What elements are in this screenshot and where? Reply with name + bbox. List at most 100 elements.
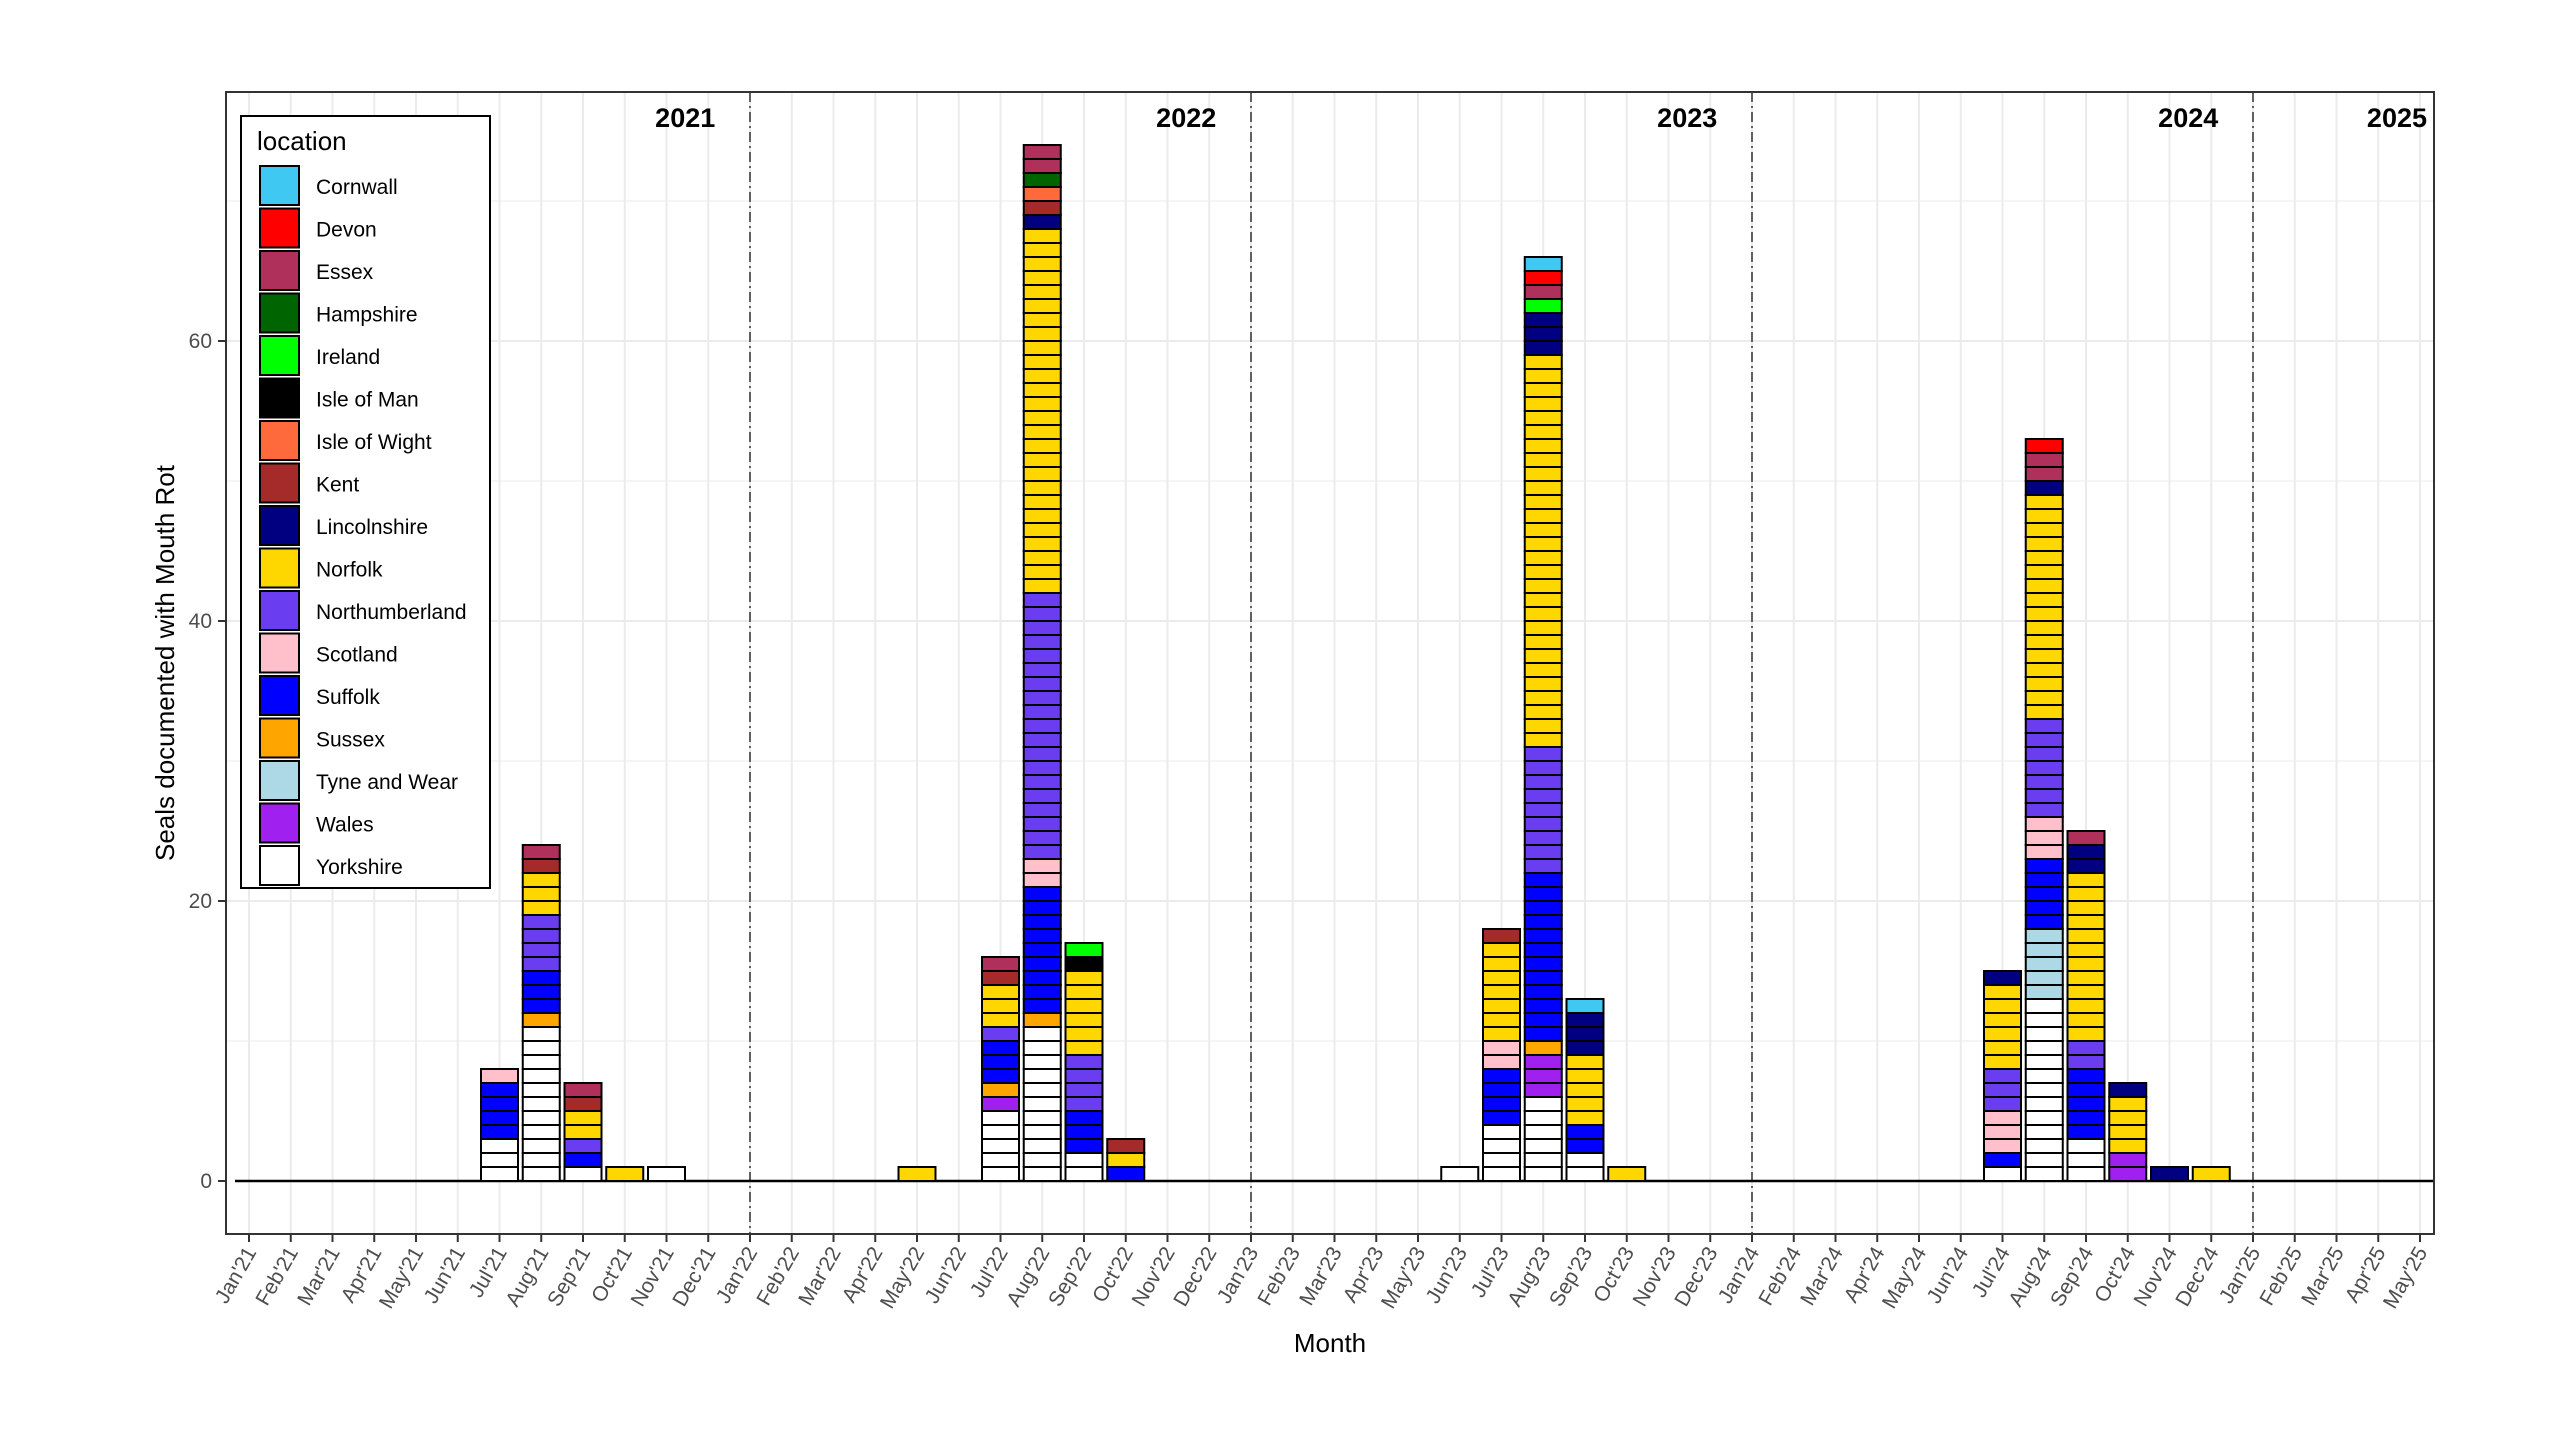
bar-segment-norfolk xyxy=(1523,522,1563,538)
bar-segment-norfolk xyxy=(2108,1124,2148,1140)
bar-segment-northumberland xyxy=(1064,1096,1104,1112)
bar-segment-suffolk xyxy=(1523,998,1563,1014)
legend-key xyxy=(259,165,300,206)
bar-segment-norfolk xyxy=(2066,998,2106,1014)
bar-segment-suffolk xyxy=(1064,1138,1104,1154)
legend-key xyxy=(259,462,300,504)
bar-segment-norfolk xyxy=(2024,676,2064,692)
bar-segment-norfolk xyxy=(1022,522,1062,538)
bar-segment-yorkshire xyxy=(2024,1124,2064,1140)
bar-segment-scotland xyxy=(2024,830,2064,846)
bar-segment-yorkshire xyxy=(1022,1166,1062,1182)
bar-segment-northumberland xyxy=(563,1138,603,1154)
bar-segment-norfolk xyxy=(897,1166,937,1182)
bar-segment-norfolk xyxy=(605,1166,645,1182)
bar-segment-yorkshire xyxy=(1022,1026,1062,1042)
legend-key xyxy=(259,590,300,631)
bar-segment-northumberland xyxy=(1983,1068,2022,1084)
bar-segment-northumberland xyxy=(521,914,561,930)
bar-segment-norfolk xyxy=(1523,606,1563,622)
x-axis-title: Month xyxy=(1294,1328,1366,1358)
bar-segment-yorkshire xyxy=(2066,1138,2106,1154)
bar-segment-essex xyxy=(1022,144,1062,160)
bar-segment-yorkshire xyxy=(2024,1026,2064,1042)
bar-layer xyxy=(480,144,2231,1182)
bar-segment-norfolk xyxy=(1523,634,1563,650)
bar-segment-yorkshire xyxy=(1022,1152,1062,1168)
legend-label: Ireland xyxy=(316,346,380,369)
bar-segment-yorkshire xyxy=(2024,1096,2064,1112)
bar-segment-yorkshire xyxy=(521,1082,561,1098)
bar-segment-suffolk xyxy=(2024,858,2064,874)
bar-segment-norfolk xyxy=(2024,648,2064,664)
bar-segment-wales xyxy=(1523,1082,1563,1098)
bar-segment-suffolk xyxy=(1106,1166,1146,1182)
bar-segment-isle-of-wight xyxy=(1022,186,1062,202)
bar-segment-norfolk xyxy=(1064,998,1104,1014)
bar-segment-wales xyxy=(1523,1054,1563,1070)
bar-segment-norfolk xyxy=(2108,1096,2148,1112)
x-tick-label: Dec'24 xyxy=(2171,1243,2223,1311)
bar-segment-norfolk xyxy=(1022,354,1062,370)
bar-segment-suffolk xyxy=(480,1110,519,1126)
bar-segment-suffolk xyxy=(2066,1082,2106,1098)
bar-segment-devon xyxy=(2024,438,2064,454)
x-tick-label: Mar'23 xyxy=(1295,1243,1347,1310)
bar-segment-norfolk xyxy=(1523,396,1563,412)
bar-segment-northumberland xyxy=(1523,760,1563,776)
bar-segment-yorkshire xyxy=(1482,1124,1521,1140)
bar-segment-yorkshire xyxy=(480,1138,519,1154)
bar-segment-suffolk xyxy=(1482,1068,1521,1084)
bar-segment-lincolnshire xyxy=(1523,326,1563,342)
bar-segment-norfolk xyxy=(2024,564,2064,580)
bar-segment-norfolk xyxy=(2024,634,2064,650)
bar-segment-norfolk xyxy=(1523,480,1563,496)
bar-segment-norfolk xyxy=(1022,368,1062,384)
bar-segment-yorkshire xyxy=(1022,1068,1062,1084)
bar-segment-norfolk xyxy=(981,984,1020,1000)
bar-segment-wales xyxy=(2108,1152,2148,1168)
bar-segment-northumberland xyxy=(1523,788,1563,804)
legend-label: Northumberland xyxy=(316,601,467,624)
x-tick-label: Mar'22 xyxy=(794,1243,846,1310)
bar-segment-northumberland xyxy=(2066,1054,2106,1070)
bar-segment-norfolk xyxy=(2108,1138,2148,1154)
bar-segment-norfolk xyxy=(2024,536,2064,552)
bar-segment-wales xyxy=(981,1096,1020,1112)
bar-segment-norfolk xyxy=(1983,1026,2022,1042)
bar-segment-suffolk xyxy=(1523,942,1563,958)
y-tick-label: 40 xyxy=(189,610,212,633)
bar-segment-suffolk xyxy=(1523,928,1563,944)
bar-segment-yorkshire xyxy=(2066,1152,2106,1168)
bar-segment-scotland xyxy=(1983,1110,2022,1126)
bar-segment-northumberland xyxy=(2024,802,2064,818)
bar-segment-norfolk xyxy=(2066,928,2106,944)
bar-segment-norfolk xyxy=(1565,1110,1605,1126)
bar-segment-norfolk xyxy=(563,1124,603,1140)
bar-segment-wales xyxy=(1523,1068,1563,1084)
bar-segment-yorkshire xyxy=(2024,1138,2064,1154)
bar-segment-norfolk xyxy=(1607,1166,1647,1182)
bar-segment-yorkshire xyxy=(480,1166,519,1182)
bar-segment-suffolk xyxy=(1022,970,1062,986)
bar-segment-tyne-and-wear xyxy=(2024,928,2064,944)
bar-segment-norfolk xyxy=(2066,984,2106,1000)
bar-segment-northumberland xyxy=(1022,690,1062,706)
bar-segment-norfolk xyxy=(1523,550,1563,566)
bar-segment-cornwall xyxy=(1523,256,1563,272)
x-tick-label: Jun'22 xyxy=(921,1243,972,1308)
y-tick-label: 60 xyxy=(189,330,212,353)
bar-segment-norfolk xyxy=(1565,1082,1605,1098)
bar-segment-northumberland xyxy=(1523,844,1563,860)
bar-segment-norfolk xyxy=(981,998,1020,1014)
bar-segment-norfolk xyxy=(1022,578,1062,594)
legend-label: Lincolnshire xyxy=(316,516,428,539)
bar-segment-norfolk xyxy=(2191,1166,2231,1182)
bar-segment-norfolk xyxy=(1482,942,1521,958)
legend-key xyxy=(259,505,300,546)
bar-segment-norfolk xyxy=(1983,998,2022,1014)
year-label: 2024 xyxy=(2158,103,2218,133)
legend-key xyxy=(259,547,300,589)
bar-segment-northumberland xyxy=(1022,830,1062,846)
legend-key xyxy=(259,632,300,674)
